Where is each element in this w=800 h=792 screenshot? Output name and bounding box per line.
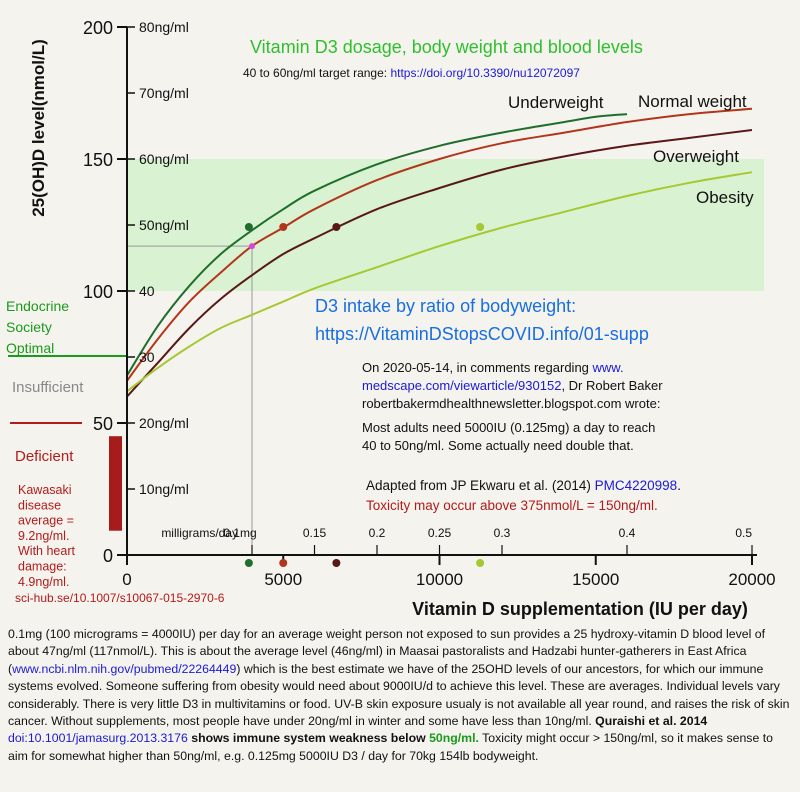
y-tick-label: 50: [93, 414, 113, 434]
intake-title: D3 intake by ratio of bodyweight:: [315, 296, 576, 316]
ngml-label: 40: [139, 283, 155, 299]
axes: [117, 26, 757, 565]
kawasaki-text: damage:: [18, 560, 67, 574]
mg-tick-label: 0.4: [619, 526, 636, 540]
endocrine-label: Optimal: [6, 340, 54, 356]
target-band: [127, 159, 764, 291]
endocrine-label: Society: [6, 319, 52, 335]
quote-line-1: On 2020-05-14, in comments regarding www…: [362, 360, 624, 375]
series-marker-2: [332, 223, 341, 231]
series-marker-1: [279, 223, 288, 231]
kawasaki-text: 9.2ng/ml.: [18, 529, 69, 543]
y-axis-title: 25(OH)D level(nmol/L): [29, 39, 48, 217]
axis-marker-3: [476, 559, 485, 567]
kawasaki-text: sci-hub.se/10.1007/s10067-015-2970-6: [15, 591, 225, 605]
series-lines: [126, 107, 753, 398]
series-marker-0: [244, 223, 253, 231]
mg-tick-label: 0.15: [303, 526, 327, 540]
mg-tick-label: 0.5: [735, 526, 752, 540]
deficient-label: Deficient: [15, 448, 74, 465]
markers: [244, 223, 485, 567]
chart-title: Vitamin D3 dosage, body weight and blood…: [250, 37, 643, 57]
quote-line-5: 40 to 50ng/ml. Some actually need double…: [362, 438, 634, 453]
tick-labels: 0 50 100 150 200 0 5000 10000 15000 20000: [83, 18, 776, 589]
series-label-3: Obesity: [696, 188, 754, 207]
kawasaki-text: disease: [18, 498, 61, 512]
mg-axis-label: milligrams/day: [161, 526, 238, 540]
kawasaki-bar: [109, 436, 122, 531]
series-label-2: Overweight: [653, 147, 739, 166]
mg-tick-label: 0.1mg: [223, 526, 256, 540]
series-line-3: [126, 171, 753, 393]
axis-marker-0: [244, 559, 253, 567]
x-axis-title: Vitamin D supplementation (IU per day): [412, 599, 748, 619]
mg-tick-label: 0.3: [494, 526, 511, 540]
series-label-1: Normal weight: [638, 92, 747, 111]
kawasaki-text: With heart: [18, 544, 75, 558]
endocrine-label: Endocrine: [6, 298, 69, 314]
kawasaki-text: Kawasaki: [18, 483, 72, 497]
ngml-label: 60ng/ml: [139, 151, 189, 167]
adapted-text: Adapted from JP Ekwaru et al. (2014) PMC…: [366, 478, 681, 493]
intake-link[interactable]: https://VitaminDStopsCOVID.info/01-supp: [315, 324, 649, 344]
caption-link-1[interactable]: www.ncbi.nlm.nih.gov/pubmed/22264449: [12, 661, 237, 676]
ngml-label: 10ng/ml: [139, 481, 189, 497]
left-panel: Endocrine Society Optimal Insufficient Defic…: [6, 298, 225, 605]
insufficient-label: Insufficient: [12, 379, 84, 396]
y-tick-label: 200: [83, 18, 113, 38]
subtitle-link[interactable]: https://doi.org/10.3390/nu12072097: [390, 66, 580, 80]
y-tick-label: 150: [83, 150, 113, 170]
quote-line-2: medscape.com/viewarticle/930152, Dr Robe…: [362, 378, 663, 393]
ngml-label: 80ng/ml: [139, 19, 189, 35]
ngml-tick-labels: 80ng/ml 70ng/ml 60ng/ml 50ng/ml 40 30 20ng/ml 1…: [139, 19, 189, 497]
mg-tick-label: 0.2: [369, 526, 386, 540]
series-label-0: Underweight: [508, 93, 604, 112]
ngml-label: 20ng/ml: [139, 415, 189, 431]
x-tick-label: 15000: [572, 570, 619, 589]
quote-link-1[interactable]: www.: [592, 360, 624, 375]
kawasaki-text: 4.9ng/ml.: [18, 575, 69, 589]
axis-marker-1: [279, 559, 288, 567]
reference-point: [249, 243, 255, 250]
series-marker-3: [476, 223, 485, 231]
caption: 0.1mg (100 micrograms = 4000IU) per day …: [8, 627, 790, 763]
y-tick-label: 0: [103, 546, 113, 566]
y-tick-label: 100: [83, 282, 113, 302]
chart-subtitle: 40 to 60ng/ml target range: https://doi.…: [243, 66, 580, 80]
mg-tick-label: 0.25: [428, 526, 452, 540]
series-line-2: [126, 129, 753, 398]
series-line-0: [126, 113, 628, 377]
ngml-label: 70ng/ml: [139, 85, 189, 101]
x-tick-label: 20000: [728, 570, 775, 589]
ngml-label: 50ng/ml: [139, 217, 189, 233]
series-line-1: [126, 107, 753, 382]
x-tick-label: 5000: [264, 570, 302, 589]
x-tick-label: 0: [122, 570, 131, 589]
series-labels: Underweight Normal weight Overweight Obesit…: [508, 92, 754, 207]
toxicity-text: Toxicity may occur above 375nmol/L = 150…: [366, 498, 658, 513]
caption-link-2[interactable]: doi:10.1001/jamasurg.2013.3176: [8, 731, 188, 746]
axis-marker-2: [332, 559, 341, 567]
quote-line-3: robertbakermdhealthnewsletter.blogspot.c…: [362, 396, 660, 411]
quote-link-2[interactable]: medscape.com/viewarticle/930152: [362, 378, 561, 393]
quote-line-4: Most adults need 5000IU (0.125mg) a day …: [362, 420, 655, 435]
x-tick-label: 10000: [416, 570, 463, 589]
ngml-label: 30: [139, 349, 155, 365]
adapted-link[interactable]: PMC4220998: [595, 478, 678, 493]
kawasaki-text: average =: [18, 514, 74, 528]
chart: 0 50 100 150 200 0 5000 10000 15000 20000 80ng/ml…: [6, 18, 776, 619]
